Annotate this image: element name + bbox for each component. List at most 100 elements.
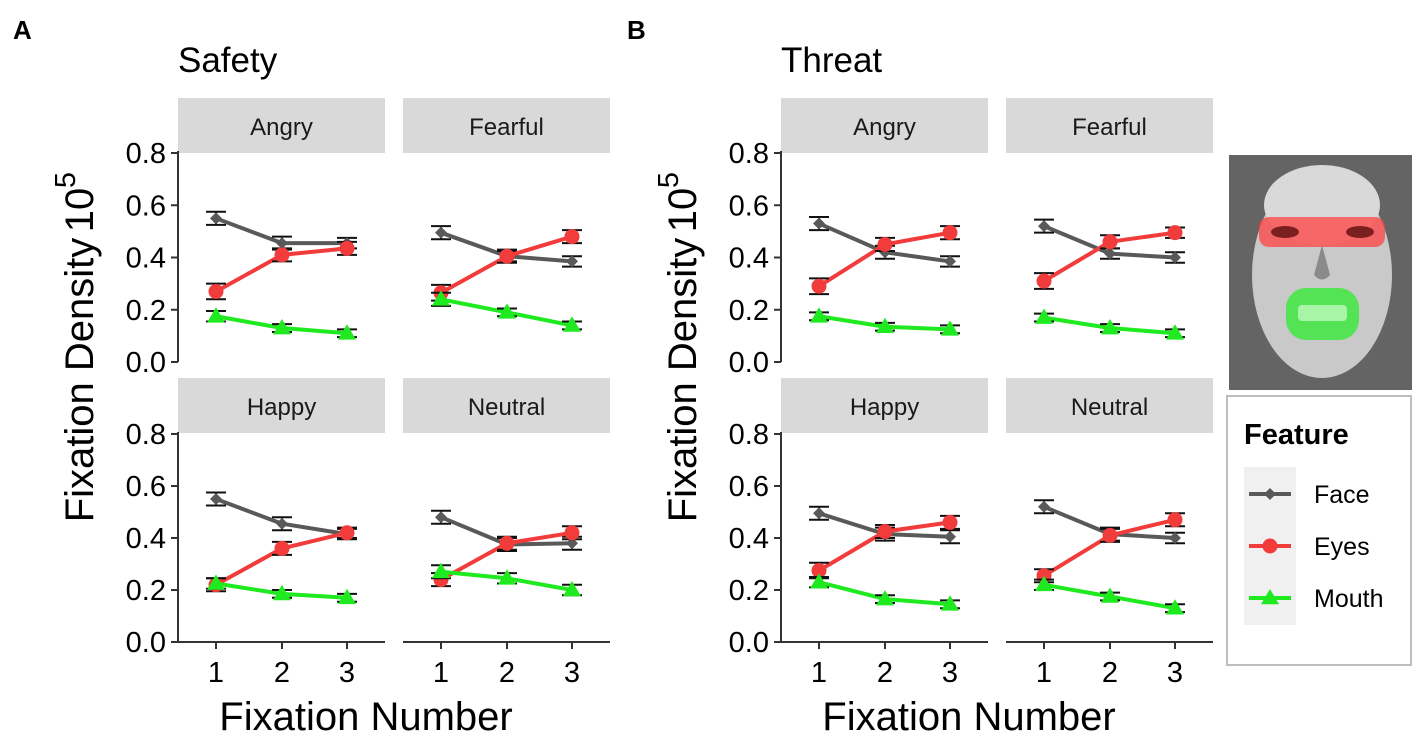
y-tick-label: 0.2 xyxy=(729,295,769,327)
series-mouth xyxy=(206,574,357,605)
y-tick-label: 0.6 xyxy=(126,190,166,222)
data-point xyxy=(1104,247,1116,260)
series-eyes xyxy=(1034,225,1185,290)
facet-strip-label: Happy xyxy=(850,394,919,421)
data-point xyxy=(877,524,893,539)
data-point xyxy=(564,229,580,245)
data-point xyxy=(877,236,893,252)
series-mouth xyxy=(809,307,960,336)
data-point xyxy=(1101,587,1119,603)
facet-strip-label: Happy xyxy=(247,394,316,421)
series-mouth xyxy=(1034,575,1185,615)
face-image xyxy=(1229,155,1412,390)
data-point xyxy=(274,540,290,556)
data-point xyxy=(1036,273,1052,289)
y-tick-label: 0.4 xyxy=(126,523,166,555)
legend-key-marker xyxy=(1262,538,1278,554)
series-eyes xyxy=(809,514,960,580)
legend-key-marker xyxy=(1264,488,1276,500)
x-tick-label: 3 xyxy=(339,657,355,689)
data-point xyxy=(1166,599,1184,615)
data-point xyxy=(1169,251,1181,264)
data-point xyxy=(813,217,825,230)
facet-strip xyxy=(781,378,988,433)
facet-strip xyxy=(178,98,385,153)
data-point xyxy=(273,584,291,601)
eyes-mask xyxy=(1259,217,1385,247)
y-tick-label: 0.4 xyxy=(729,243,769,275)
facet-neutral: Neutral 1 2 3 xyxy=(1006,378,1213,689)
x-axis-title: Fixation Number xyxy=(219,695,512,737)
series-face xyxy=(206,210,357,251)
x-tick-label: 1 xyxy=(811,657,827,689)
data-point xyxy=(810,307,828,323)
x-tick-label: 2 xyxy=(877,657,893,689)
x-tick-label: 1 xyxy=(1036,657,1052,689)
facet-fearful: Fearful xyxy=(403,98,610,332)
y-axis-title: Fixation Density 105 xyxy=(653,172,705,522)
data-point xyxy=(435,511,447,524)
series-face xyxy=(809,216,960,268)
data-point xyxy=(339,525,355,541)
mouth-teeth xyxy=(1298,305,1347,321)
data-point xyxy=(207,574,225,590)
y-tick-label: 0.6 xyxy=(729,190,769,222)
data-point xyxy=(498,303,516,319)
legend-key-marker xyxy=(1261,589,1279,605)
data-point xyxy=(563,581,581,597)
facet-strip-label: Neutral xyxy=(468,394,545,421)
data-point xyxy=(1167,512,1183,528)
facet-strip xyxy=(403,378,610,433)
data-point xyxy=(1102,527,1118,543)
y-tick-label: 0.0 xyxy=(729,347,769,379)
data-point xyxy=(338,324,356,340)
data-point xyxy=(432,562,450,579)
data-point xyxy=(274,247,290,263)
legend-item-eyes: Eyes xyxy=(1249,533,1370,561)
data-point xyxy=(1038,500,1050,513)
legend-item-mouth: Mouth xyxy=(1249,585,1383,613)
x-tick-label: 2 xyxy=(499,657,515,689)
data-point xyxy=(1166,324,1184,340)
data-point xyxy=(876,317,894,334)
data-point xyxy=(944,530,956,543)
data-point xyxy=(208,283,224,299)
x-axis-title: Fixation Number xyxy=(822,695,1115,737)
facet-neutral: Neutral 1 2 3 xyxy=(403,378,610,689)
left-eye xyxy=(1271,226,1299,238)
series-eyes xyxy=(206,525,357,593)
data-point xyxy=(811,278,827,294)
panel-letter: A xyxy=(13,15,32,45)
legend-item-face: Face xyxy=(1249,481,1370,509)
series-eyes xyxy=(1034,512,1185,584)
facet-strip xyxy=(178,378,385,433)
series-eyes xyxy=(431,525,582,588)
data-point xyxy=(1169,532,1181,544)
series-face xyxy=(206,491,357,541)
x-tick-label: 3 xyxy=(564,657,580,689)
y-tick-label: 0.8 xyxy=(729,419,769,451)
data-point xyxy=(498,569,516,585)
data-point xyxy=(942,225,958,241)
facet-strip xyxy=(1006,98,1213,153)
data-point xyxy=(210,493,222,505)
facet-strip-label: Fearful xyxy=(1072,114,1147,141)
y-axis-title-text: Fixation Density xyxy=(661,238,705,523)
data-point xyxy=(1035,308,1053,324)
facet-angry: Angry 0.0 0.2 0.4 0.6 0.8 xyxy=(126,98,385,379)
data-point xyxy=(944,255,956,268)
data-point xyxy=(499,248,515,264)
data-point xyxy=(566,255,578,268)
series-face xyxy=(1034,218,1185,264)
facet-fearful: Fearful xyxy=(1006,98,1213,340)
y-tick-label: 0.2 xyxy=(126,575,166,607)
data-point xyxy=(563,316,581,332)
data-point xyxy=(942,514,958,530)
nose xyxy=(1314,245,1330,280)
legend-label: Face xyxy=(1314,481,1370,509)
facet-happy: Happy 0.0 0.2 0.4 0.6 0.8 1 2 3 xyxy=(126,378,385,689)
x-tick-label: 3 xyxy=(942,657,958,689)
